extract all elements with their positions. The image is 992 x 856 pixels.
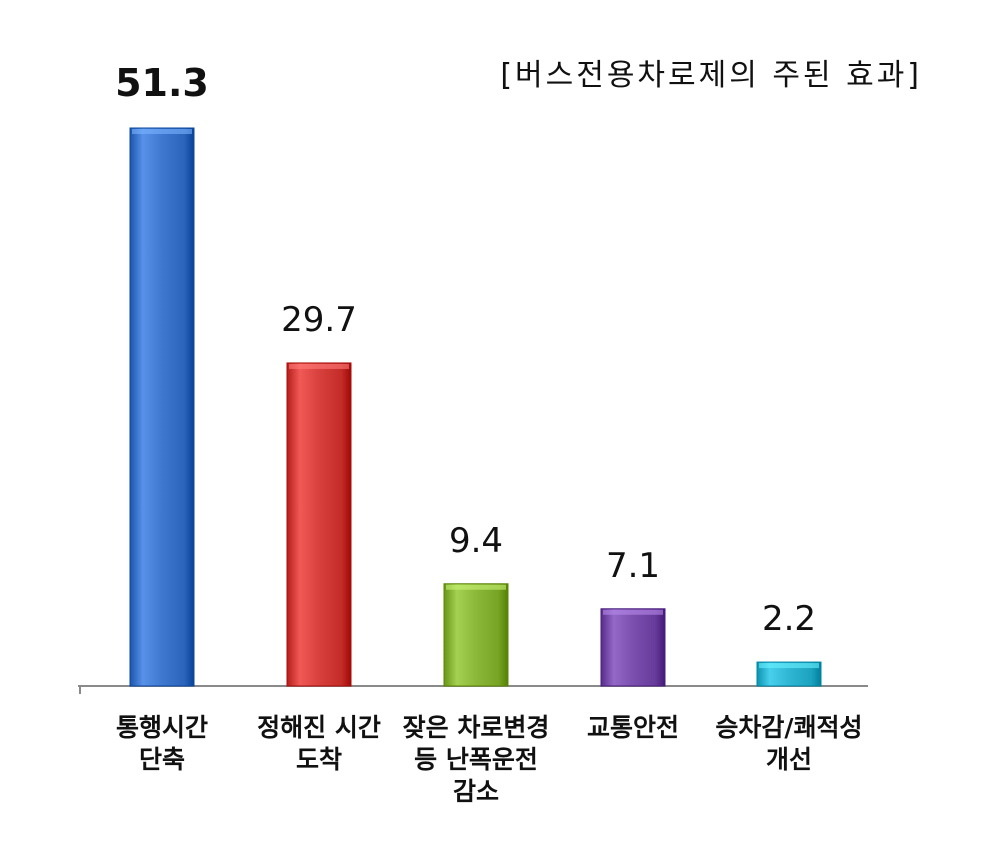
bar-1-highlight [132,129,192,134]
bar-3 [443,583,509,687]
bar-4 [600,608,666,687]
chart-title: [버스전용차로제의 주된 효과] [500,58,922,93]
bar-3-highlight [446,584,506,590]
bar-2 [286,362,352,687]
bar-4-highlight [603,609,663,615]
bar-2-highlight [289,363,349,369]
bar-1 [129,127,195,687]
value-label-1: 51.3 [115,61,209,105]
category-label-2: 정해진 시간 도착 [257,713,381,774]
value-label-4: 7.1 [606,546,660,586]
value-label-2: 29.7 [281,300,357,340]
value-label-5: 2.2 [762,599,816,639]
category-label-1: 통행시간 단축 [115,713,208,774]
category-label-3: 잦은 차로변경 등 난폭운전 감소 [402,713,550,806]
bar-5-highlight [759,663,819,669]
category-label-4: 교통안전 [586,713,679,742]
value-label-3: 9.4 [449,521,503,561]
category-label-5: 승차감/쾌적성 개선 [715,713,863,774]
